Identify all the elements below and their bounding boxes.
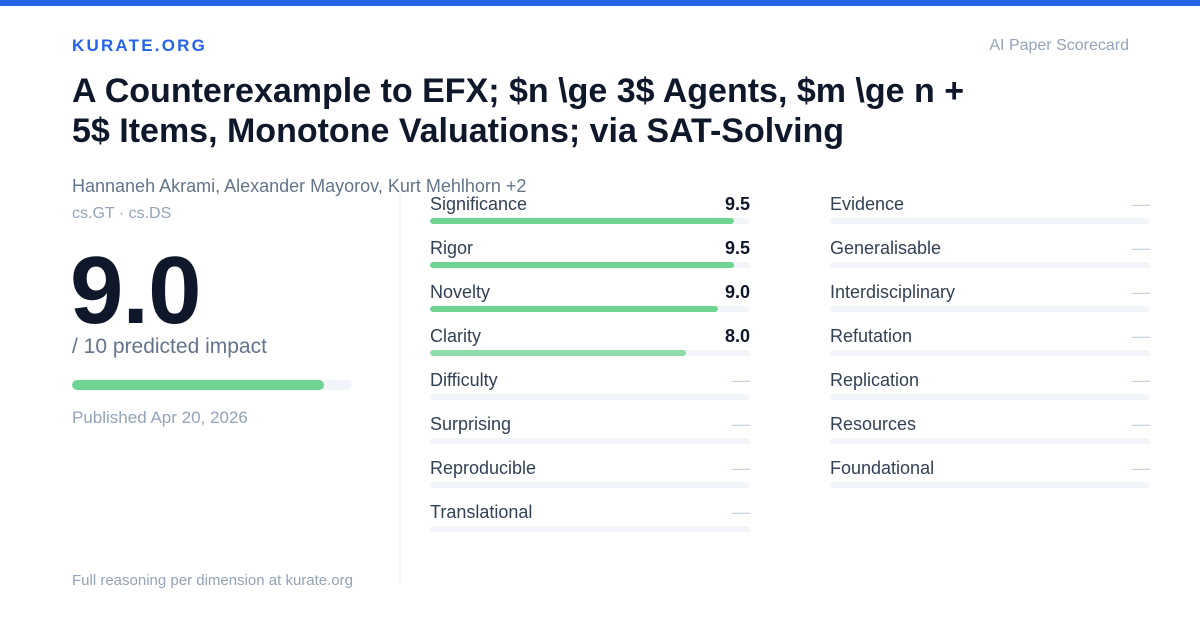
dimension-bar — [830, 218, 1150, 224]
dimension-row-reproducible: Reproducible — — [430, 457, 750, 501]
dimension-label: Clarity — [430, 326, 482, 346]
dimension-bar — [430, 306, 750, 312]
dimension-label: Translational — [430, 502, 533, 522]
dimension-row-replication: Replication — — [830, 369, 1150, 413]
scorecard-tag: AI Paper Scorecard — [989, 37, 1129, 54]
dimension-value: 8.0 — [724, 326, 750, 346]
brand-logo[interactable]: KURATE.ORG — [72, 36, 208, 55]
dimension-bar — [830, 350, 1150, 356]
dimension-bar-fill — [430, 262, 734, 268]
dimension-bar — [430, 350, 750, 356]
dimension-list-right: Evidence — Generalisable — Interdisciplinary… — [830, 193, 1150, 501]
dimension-row-rigor: Rigor 9.5 — [430, 237, 750, 281]
dimension-label: Foundational — [830, 458, 935, 478]
dimension-label: Replication — [830, 370, 920, 390]
dimension-value: — — [1132, 238, 1150, 258]
overall-score-bar — [72, 380, 352, 390]
dimension-bar — [830, 306, 1150, 312]
dimension-bar — [830, 262, 1150, 268]
dimension-value: — — [732, 502, 750, 522]
dimension-label: Rigor — [430, 238, 474, 258]
dimension-row-surprising: Surprising — — [430, 413, 750, 457]
dimension-value: — — [1132, 370, 1150, 390]
dimension-value: — — [1132, 194, 1150, 214]
dimension-bar-fill — [430, 306, 718, 312]
dimension-bar — [430, 394, 750, 400]
dimension-value: — — [732, 370, 750, 390]
dimension-bar — [830, 482, 1150, 488]
overall-score: 9.0 — [70, 237, 201, 344]
dimension-row-refutation: Refutation — — [830, 325, 1150, 369]
dimension-label: Evidence — [830, 194, 905, 214]
dimension-row-resources: Resources — — [830, 413, 1150, 457]
dimension-row-significance: Significance 9.5 — [430, 193, 750, 237]
dimension-value: — — [1132, 414, 1150, 434]
dimension-value: — — [1132, 282, 1150, 302]
dimension-list-left: Significance 9.5 Rigor 9.5 Novelty 9.0 Clarity… — [430, 193, 750, 545]
dimension-label: Significance — [430, 194, 528, 214]
dimension-value: — — [732, 458, 750, 478]
dimension-label: Surprising — [430, 414, 512, 434]
dimension-value: 9.5 — [724, 238, 750, 258]
dimension-row-evidence: Evidence — — [830, 193, 1150, 237]
dimension-bar — [830, 394, 1150, 400]
dimension-row-generalisable: Generalisable — — [830, 237, 1150, 281]
top-accent-bar — [0, 0, 1200, 6]
dimension-bar — [430, 526, 750, 532]
dimension-value: — — [1132, 458, 1150, 478]
dimension-bar — [430, 482, 750, 488]
dimension-value: — — [732, 414, 750, 434]
dimension-row-difficulty: Difficulty — — [430, 369, 750, 413]
dimension-bar-fill — [430, 350, 686, 356]
dimension-label: Generalisable — [830, 238, 942, 258]
dimension-bar — [430, 262, 750, 268]
paper-title: A Counterexample to EFX; $n \ge 3$ Agent… — [72, 72, 965, 150]
dimension-label: Resources — [830, 414, 917, 434]
dimension-label: Interdisciplinary — [830, 282, 956, 302]
dimension-row-translational: Translational — — [430, 501, 750, 545]
paper-categories: cs.GT · cs.DS — [72, 205, 172, 222]
dimension-value: — — [1132, 326, 1150, 346]
dimension-bar — [830, 438, 1150, 444]
overall-score-bar-fill — [72, 380, 324, 390]
published-date: Published Apr 20, 2026 — [72, 408, 248, 427]
dimension-label: Reproducible — [430, 458, 537, 478]
dimension-value: 9.5 — [724, 194, 750, 214]
dimension-value: 9.0 — [724, 282, 750, 302]
dimension-bar — [430, 218, 750, 224]
dimension-label: Novelty — [430, 282, 491, 302]
dimension-label: Refutation — [830, 326, 913, 346]
column-divider — [399, 192, 401, 582]
dimension-row-interdisciplinary: Interdisciplinary — — [830, 281, 1150, 325]
dimension-label: Difficulty — [430, 370, 498, 390]
paper-authors: Hannaneh Akrami, Alexander Mayorov, Kurt… — [72, 176, 527, 196]
footer-note: Full reasoning per dimension at kurate.o… — [72, 572, 353, 589]
dimension-row-foundational: Foundational — — [830, 457, 1150, 501]
dimension-row-novelty: Novelty 9.0 — [430, 281, 750, 325]
dimension-row-clarity: Clarity 8.0 — [430, 325, 750, 369]
score-scale-label: / 10 predicted impact — [72, 335, 267, 358]
dimension-bar — [430, 438, 750, 444]
dimension-bar-fill — [430, 218, 734, 224]
